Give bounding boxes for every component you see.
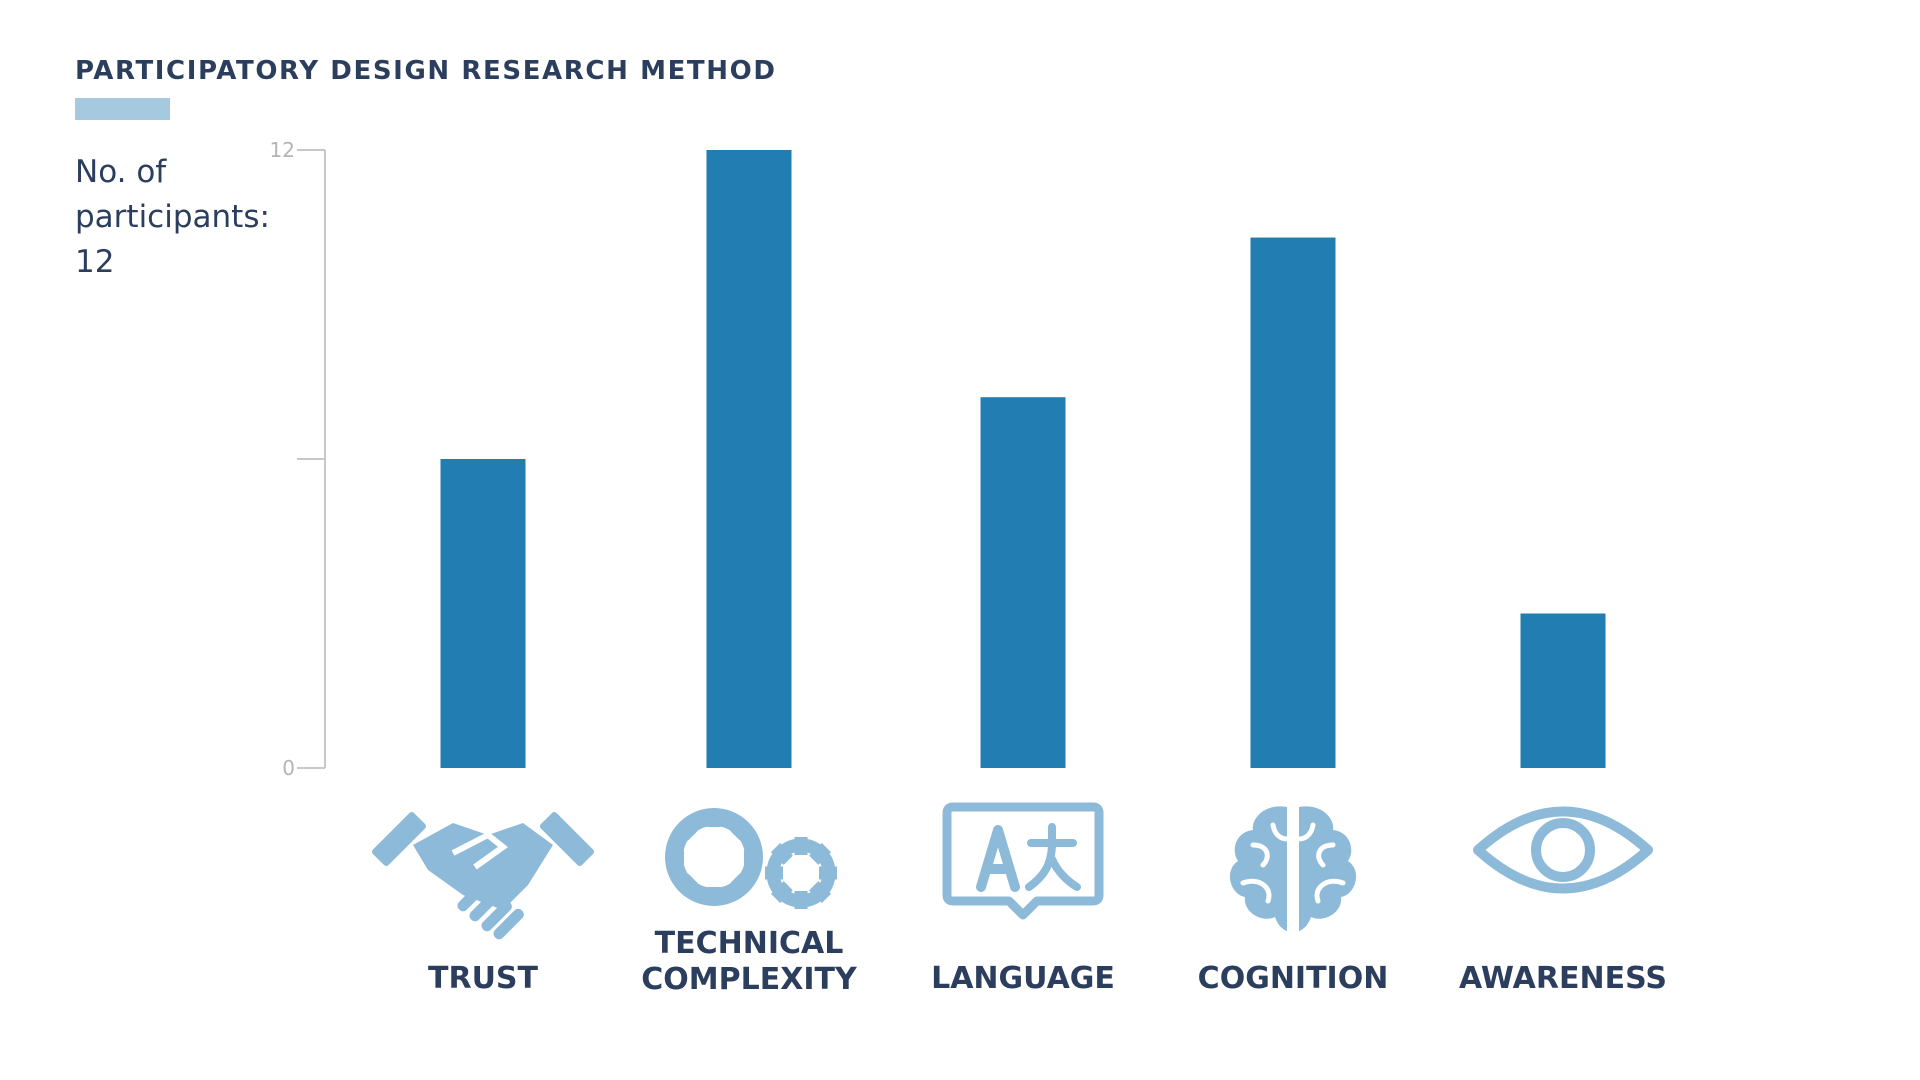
bar-awareness	[1520, 613, 1606, 768]
title-accent-bar	[75, 98, 170, 120]
handshake-icon	[371, 811, 595, 940]
bar-language	[980, 397, 1066, 768]
category-label: LANGUAGE	[931, 961, 1115, 996]
category-label: TECHNICAL COMPLEXITY	[641, 926, 858, 997]
bar-technical-complexity	[706, 150, 792, 768]
brain-icon	[1229, 806, 1357, 931]
gears-icon	[665, 808, 837, 909]
translate-icon	[942, 802, 1104, 920]
bar-trust	[440, 459, 526, 768]
bar-cognition	[1250, 237, 1336, 769]
category-label: TRUST	[428, 961, 539, 996]
category-label: AWARENESS	[1459, 961, 1667, 996]
y-tick-label: 0	[282, 756, 295, 780]
y-tick-label: 12	[270, 138, 295, 162]
eye-icon	[1473, 806, 1653, 894]
chart-title: PARTICIPATORY DESIGN RESEARCH METHOD	[75, 56, 777, 86]
participants-note: No. of participants: 12	[75, 154, 270, 280]
category-label: COGNITION	[1198, 961, 1389, 996]
